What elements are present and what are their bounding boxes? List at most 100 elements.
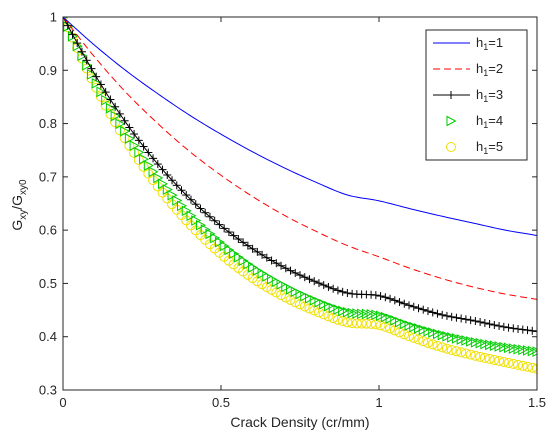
series-marker: [239, 238, 248, 247]
series-marker: [205, 212, 214, 221]
legend-marker: [446, 115, 457, 127]
series-marker: [380, 321, 391, 332]
series-marker: [286, 266, 295, 275]
series-marker: [110, 110, 121, 122]
y-tick-label: 0.5: [39, 276, 57, 291]
series-marker: [309, 305, 320, 316]
series-marker: [299, 301, 310, 312]
series-marker: [300, 273, 309, 282]
series-marker: [262, 253, 271, 262]
series-marker: [370, 319, 381, 330]
series-marker: [319, 281, 328, 290]
series-marker: [96, 80, 105, 89]
legend-entry-3: h1=3: [433, 87, 503, 104]
series-marker: [229, 231, 238, 240]
series-marker: [385, 323, 396, 334]
series-marker: [400, 299, 409, 308]
series-marker: [220, 224, 229, 233]
series-marker: [484, 353, 495, 364]
series-marker: [522, 361, 533, 372]
series-marker: [106, 95, 115, 104]
series-marker: [111, 102, 120, 111]
series-marker: [513, 359, 524, 370]
series-marker: [343, 289, 352, 298]
series-marker: [68, 30, 77, 39]
series-3: [63, 17, 537, 336]
y-axis-label-mid: /G: [9, 195, 25, 210]
series-marker: [158, 165, 167, 174]
y-axis-label: Gxy/Gxy0: [9, 179, 29, 231]
y-tick-label: 0.8: [39, 116, 57, 131]
series-marker: [456, 347, 467, 358]
series-marker: [408, 332, 419, 343]
series-1: [63, 17, 537, 236]
y-tick-label: 0.3: [39, 383, 57, 398]
series-marker: [371, 291, 380, 300]
series-marker: [375, 320, 386, 331]
legend-marker: [446, 142, 456, 152]
series-marker: [191, 200, 200, 209]
series-marker: [201, 208, 210, 217]
legend-entry-2: h1=2: [433, 61, 503, 78]
y-tick-label: 0.6: [39, 223, 57, 238]
x-tick-label: 1: [375, 395, 382, 410]
legend-label: h1=5: [476, 139, 503, 156]
series-marker: [414, 304, 423, 313]
series-marker: [314, 279, 323, 288]
series-marker: [168, 176, 177, 185]
series-marker: [92, 72, 101, 81]
series-marker: [196, 204, 205, 213]
series-marker: [125, 123, 134, 132]
series-marker: [304, 303, 315, 314]
series-marker: [182, 191, 191, 200]
series-line: [63, 17, 537, 236]
series-marker: [381, 293, 390, 302]
legend-entry-5: h1=5: [446, 139, 503, 156]
series-marker: [153, 160, 162, 169]
series-marker: [386, 294, 395, 303]
series-marker: [347, 318, 358, 329]
series-marker: [277, 261, 286, 270]
legend-label: h1=1: [476, 35, 503, 52]
x-tick-label: 1.5: [528, 395, 546, 410]
series-marker: [476, 318, 485, 327]
series-marker: [470, 350, 481, 361]
y-tick-label: 1: [50, 10, 57, 25]
series-marker: [509, 324, 518, 333]
series-marker: [295, 299, 305, 310]
series-marker: [324, 282, 333, 291]
series-marker: [523, 326, 532, 335]
x-axis-label: Crack Density (cr/mm): [230, 414, 369, 430]
series-marker: [490, 321, 499, 330]
series-marker: [253, 247, 262, 256]
series-marker: [399, 329, 410, 340]
series-marker: [77, 47, 86, 56]
series-marker: [427, 339, 438, 350]
y-axis-label-sub1: xy: [18, 210, 29, 220]
series-marker: [465, 349, 476, 360]
series-marker: [291, 268, 300, 277]
x-tick-label: 0.5: [212, 395, 230, 410]
series-marker: [266, 284, 277, 295]
series-marker: [177, 186, 186, 195]
series-marker: [101, 88, 110, 97]
series-marker: [257, 279, 268, 290]
series-marker: [437, 342, 448, 353]
series-marker: [342, 317, 353, 328]
series-marker: [479, 352, 490, 363]
series-marker: [452, 313, 461, 322]
series-marker: [87, 64, 96, 73]
series-marker: [130, 130, 139, 139]
series-marker: [394, 327, 405, 338]
series-marker: [503, 357, 514, 368]
series-marker: [144, 148, 153, 157]
series-marker: [133, 155, 144, 166]
series-marker: [533, 327, 537, 336]
series-marker: [105, 102, 116, 114]
series-marker: [63, 21, 72, 30]
series-marker: [248, 244, 257, 253]
series-marker: [499, 322, 508, 331]
series-marker: [271, 287, 282, 298]
series-marker: [361, 318, 372, 329]
